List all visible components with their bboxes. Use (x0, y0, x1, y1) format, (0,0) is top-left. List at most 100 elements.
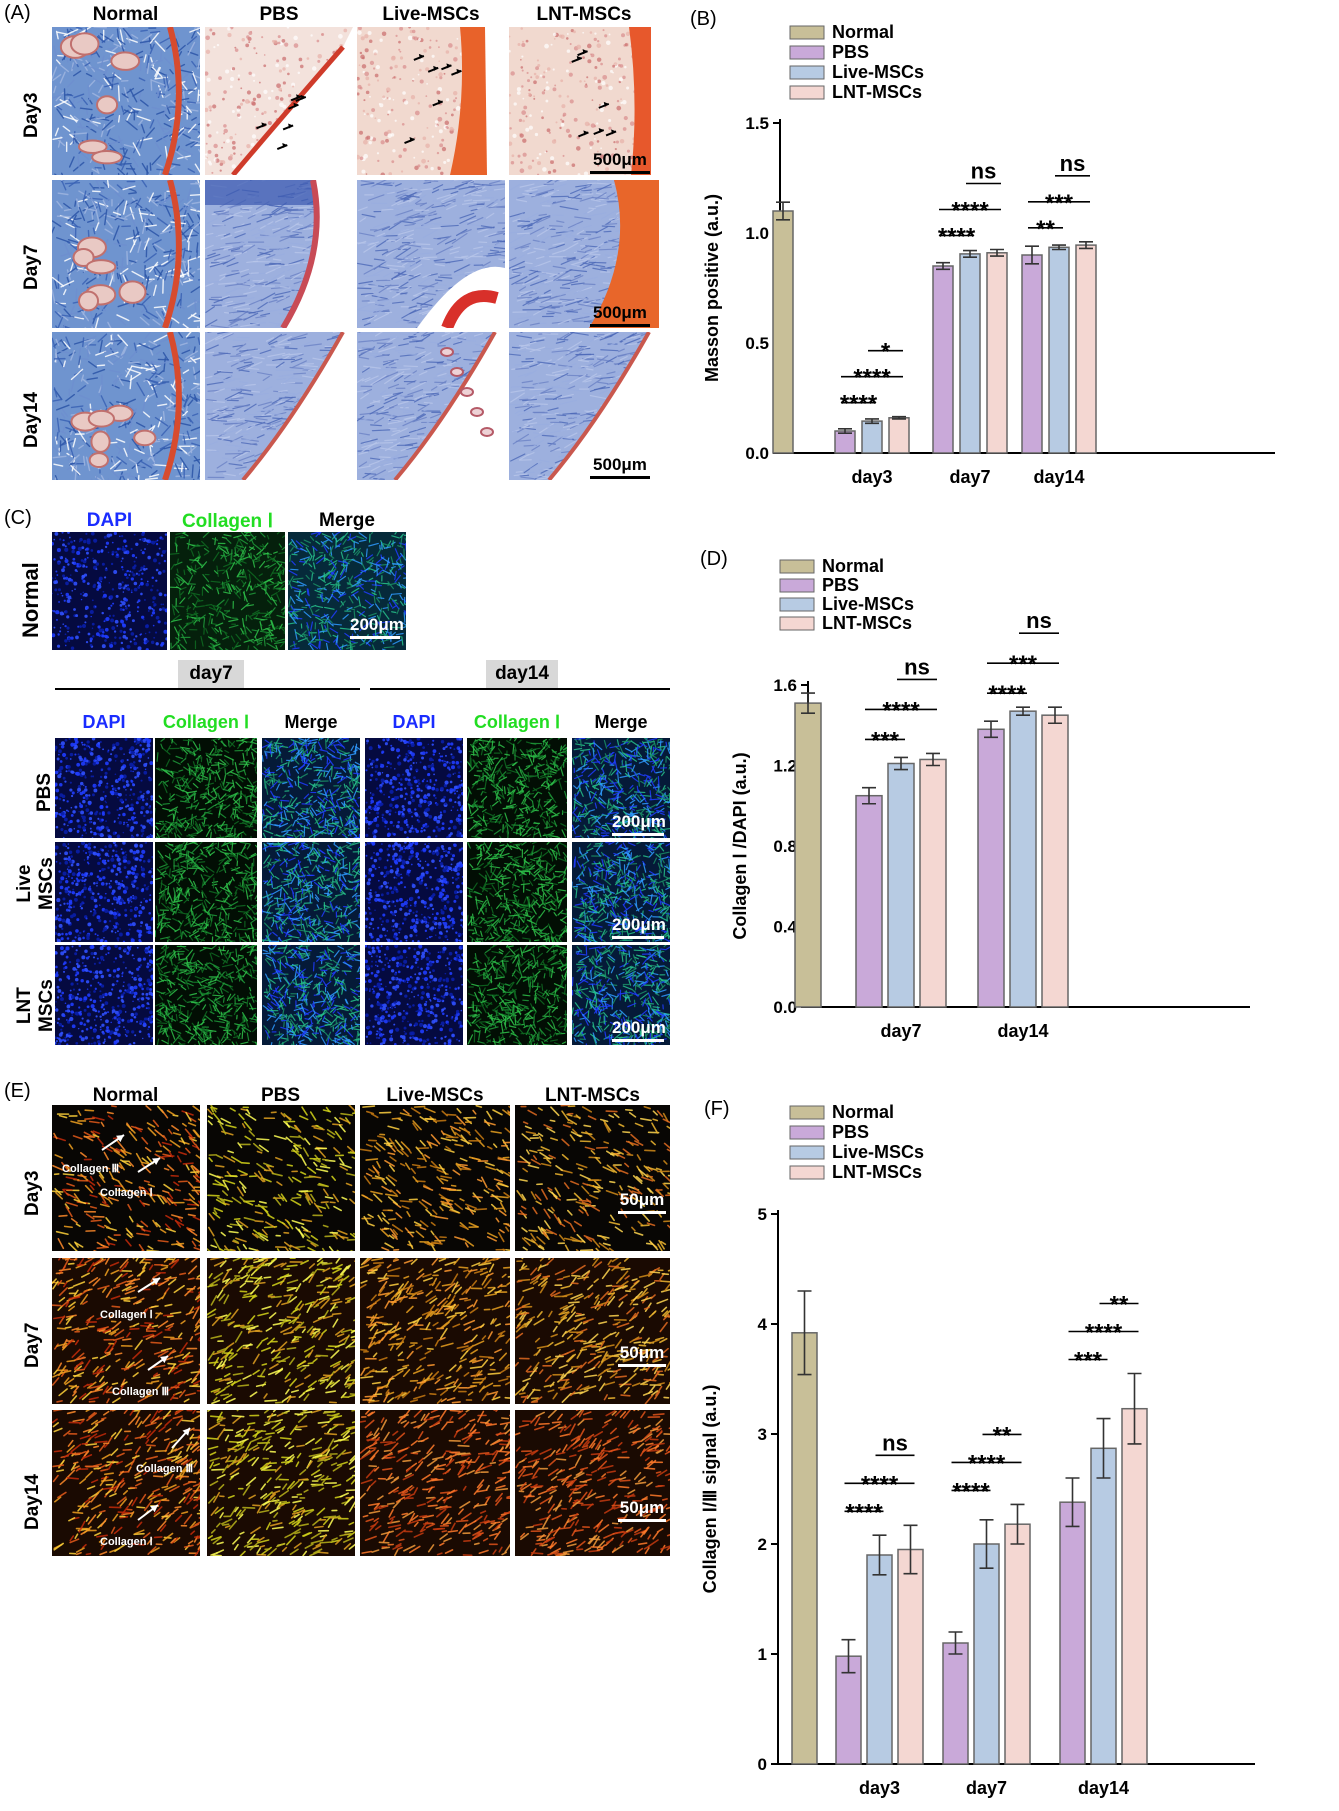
bar-lnt-mscs-day7 (919, 758, 947, 1008)
panel-a-image-r0-c0 (52, 27, 200, 175)
panel-c-normal-merge-label: Merge (319, 510, 375, 531)
bar-live-mscs-day14-error-bar (1016, 706, 1030, 716)
panel-c-image-r1-c1 (155, 842, 257, 942)
bar-lnt-mscs-day14 (1075, 244, 1097, 454)
scale-bar-label: 50μm (619, 1498, 665, 1517)
sig-label-day7-0-1: *** (871, 727, 900, 754)
panel-c-image-r0-c3 (365, 738, 463, 838)
panel-c-group-day14: day14 (486, 660, 558, 688)
legend-label-normal: Normal (822, 556, 884, 576)
y-tick-label: 5 (758, 1205, 767, 1224)
y-axis-label: Collagen Ⅰ /DAPI (a.u.) (730, 752, 750, 939)
panel-e-collagen-label-1: Collagen Ⅰ (100, 1187, 153, 1199)
bar-lnt-mscs-day7 (986, 252, 1008, 454)
panel-c-image-r2-c0 (55, 945, 153, 1045)
panel-a-scale-bar-0: 500μm (590, 150, 650, 174)
y-tick-label: 2 (758, 1535, 767, 1554)
sig-label-day3-1-2: ns (882, 1430, 908, 1455)
panel-c-image-r1-c4 (467, 842, 567, 942)
panel-c-row-normal: Normal (18, 562, 43, 638)
bar-lnt-mscs-day14 (1121, 1407, 1148, 1765)
scale-bar-line (590, 476, 650, 479)
bar-lnt-mscs-day3 (888, 417, 910, 454)
panel-c-image-r1-c3 (365, 842, 463, 942)
panel-e-image-r1-c3 (515, 1258, 670, 1404)
panel-e-header-live-mscs: Live-MSCs (386, 1085, 484, 1106)
y-tick-label: 1.5 (745, 114, 769, 133)
legend-label-lnt-mscs: LNT-MSCs (832, 1162, 922, 1182)
scale-bar-line (618, 1519, 666, 1522)
bar-normal-error-bar (797, 1290, 812, 1376)
bar-pbs-day7-error-bar (862, 786, 876, 805)
panel-c-row-live: Live MSCs (14, 857, 57, 910)
panel-a-image-r0-c1 (205, 27, 353, 175)
sig-label-day14-1-2: ns (1060, 151, 1086, 176)
scale-bar-line (590, 171, 650, 174)
bar-lnt-mscs-day7 (1004, 1523, 1031, 1765)
panel-c-normal-dapi-image (52, 532, 167, 650)
panel-letter-a: (A) (4, 2, 31, 24)
bar-pbs-day7 (942, 1642, 969, 1765)
panel-a-scale-bar-1: 500μm (590, 303, 650, 327)
legend-label-pbs: PBS (822, 575, 859, 595)
legend-swatch-normal (779, 559, 815, 574)
panel-c-group-day7: day7 (178, 660, 244, 688)
x-tick-label-day7: day7 (949, 467, 990, 487)
bar-live-mscs-day3 (866, 1554, 893, 1765)
y-tick-label: 1 (758, 1645, 767, 1664)
panel-a-image-r2-c3 (509, 332, 659, 480)
panel-a-header-lnt-mscs: LNT-MSCs (536, 4, 632, 25)
bar-live-mscs-day14-error-bar (1096, 1417, 1111, 1479)
y-tick-label: 3 (758, 1425, 767, 1444)
bar-live-mscs-day7-error-bar (963, 249, 977, 258)
panel-e-collagen-label-3: Collagen Ⅲ (112, 1386, 170, 1398)
bar-pbs-day14 (977, 728, 1005, 1008)
legend-swatch-normal (789, 1105, 825, 1120)
panel-c-image-r1-c2 (262, 842, 360, 942)
panel-a-image-r1-c0 (52, 180, 200, 328)
sig-label-day3-0-2: **** (861, 1471, 899, 1498)
panel-e-image-r0-c2 (360, 1105, 510, 1251)
bar-live-mscs-day14-error-bar (1052, 244, 1066, 251)
panel-c-day14-merge-label: Merge (594, 712, 648, 732)
panel-e-image-r2-c1 (207, 1410, 355, 1556)
x-tick-label-day7: day7 (880, 1021, 921, 1041)
panel-a-header-live-mscs: Live-MSCs (382, 4, 480, 25)
panel-e-header-pbs: PBS (260, 1085, 301, 1106)
legend-swatch-lnt-mscs (789, 85, 825, 100)
bar-live-mscs-day14 (1090, 1447, 1117, 1765)
bar-pbs-day3-error-bar (841, 1638, 856, 1674)
scale-bar-label: 500μm (593, 303, 647, 322)
panel-e-image-r0-c0 (52, 1105, 200, 1251)
sig-label-day7-1-2: ns (971, 159, 997, 184)
legend-label-lnt-mscs: LNT-MSCs (822, 613, 912, 633)
scale-bar-label: 500μm (593, 150, 647, 169)
sig-label-day7-0-1: **** (952, 1478, 990, 1505)
sig-label-day3-0-1: **** (845, 1499, 883, 1526)
bar-live-mscs-day3-error-bar (872, 1534, 887, 1576)
bar-lnt-mscs-day3 (897, 1548, 924, 1765)
scale-bar-label: 200μm (350, 615, 404, 634)
scale-bar-line (612, 833, 664, 836)
legend-label-pbs: PBS (832, 1122, 869, 1142)
sig-label-day14-0-2: **** (1085, 1320, 1123, 1347)
y-tick-label: 0.0 (773, 998, 797, 1017)
sig-label-day14-0-2: *** (1045, 190, 1074, 217)
panel-c-image-r1-c5 (572, 842, 670, 942)
panel-c-day7-collagen-label: Collagen Ⅰ (162, 712, 250, 732)
sig-label-day3-1-2: * (881, 339, 891, 366)
bar-live-mscs-day7 (973, 1543, 1000, 1765)
bar-pbs-day7 (855, 794, 883, 1008)
panel-a-image-r1-c1 (205, 180, 353, 328)
y-tick-label: 1.6 (773, 676, 797, 695)
legend-swatch-live-mscs (779, 597, 815, 612)
scale-bar-line (590, 324, 650, 327)
bar-pbs-day7 (932, 265, 954, 454)
chart-d-collagen-dapi: Normal PBS Live-MSCs LNT-MSCs 0.0 0.4 0.8 1.2 1.… (690, 555, 1330, 1045)
sig-label-day14-0-1: ** (1036, 216, 1055, 243)
bar-live-mscs-day14 (1009, 710, 1037, 1008)
y-tick-label: 0.5 (745, 334, 769, 353)
